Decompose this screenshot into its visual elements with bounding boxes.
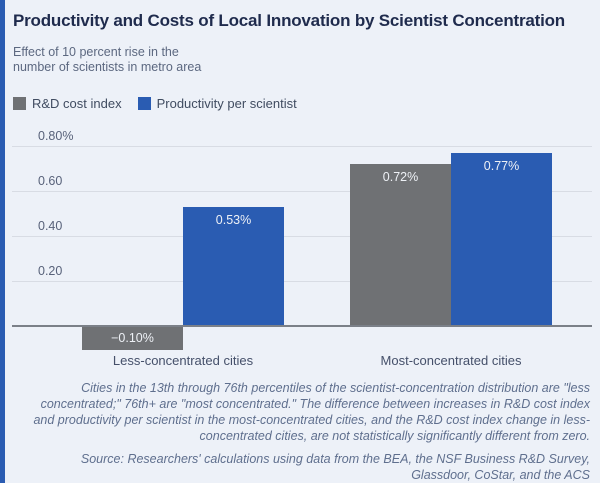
y-axis-tick-label: 0.40 (38, 219, 63, 233)
bar-productivity-per-scientist-0: 0.53% (183, 206, 284, 326)
bar-r-d-cost-index-1: 0.72% (350, 164, 451, 326)
gridline (12, 146, 592, 147)
y-axis-tick-label: 0.60 (38, 174, 63, 188)
accent-stripe (0, 0, 5, 483)
chart-title: Productivity and Costs of Local Innovati… (13, 11, 565, 30)
legend-label: R&D cost index (32, 96, 122, 111)
legend-item-1: Productivity per scientist (137, 96, 297, 111)
legend-swatch-icon (13, 97, 26, 110)
bar-value-label: 0.72% (382, 170, 419, 184)
gridline (12, 281, 592, 282)
chart-footnote: Cities in the 13th through 76th percenti… (33, 381, 590, 443)
legend-label: Productivity per scientist (156, 96, 297, 111)
bar-value-label: 0.53% (215, 212, 252, 227)
gridline (12, 191, 592, 192)
x-axis-category-label: Most-concentrated cities (380, 353, 522, 368)
y-axis-tick-label: 0.80% (38, 129, 74, 143)
zero-axis-line (12, 325, 592, 327)
legend-swatch-icon (137, 97, 151, 110)
chart-legend: R&D cost index Productivity per scientist (13, 96, 297, 111)
legend-item-0: R&D cost index (13, 96, 122, 111)
bar-value-label: 0.77% (483, 158, 520, 173)
gridline (12, 236, 592, 237)
bar-r-d-cost-index-0: −0.10% (82, 327, 183, 350)
x-axis-category-label: Less-concentrated cities (112, 353, 254, 368)
y-axis-tick-label: 0.20 (38, 264, 63, 278)
chart-subtitle: Effect of 10 percent rise in the number … (13, 45, 202, 75)
chart-source: Source: Researchers' calculations using … (80, 452, 590, 482)
bar-value-label: −0.10% (111, 331, 154, 345)
bar-productivity-per-scientist-1: 0.77% (451, 152, 552, 326)
